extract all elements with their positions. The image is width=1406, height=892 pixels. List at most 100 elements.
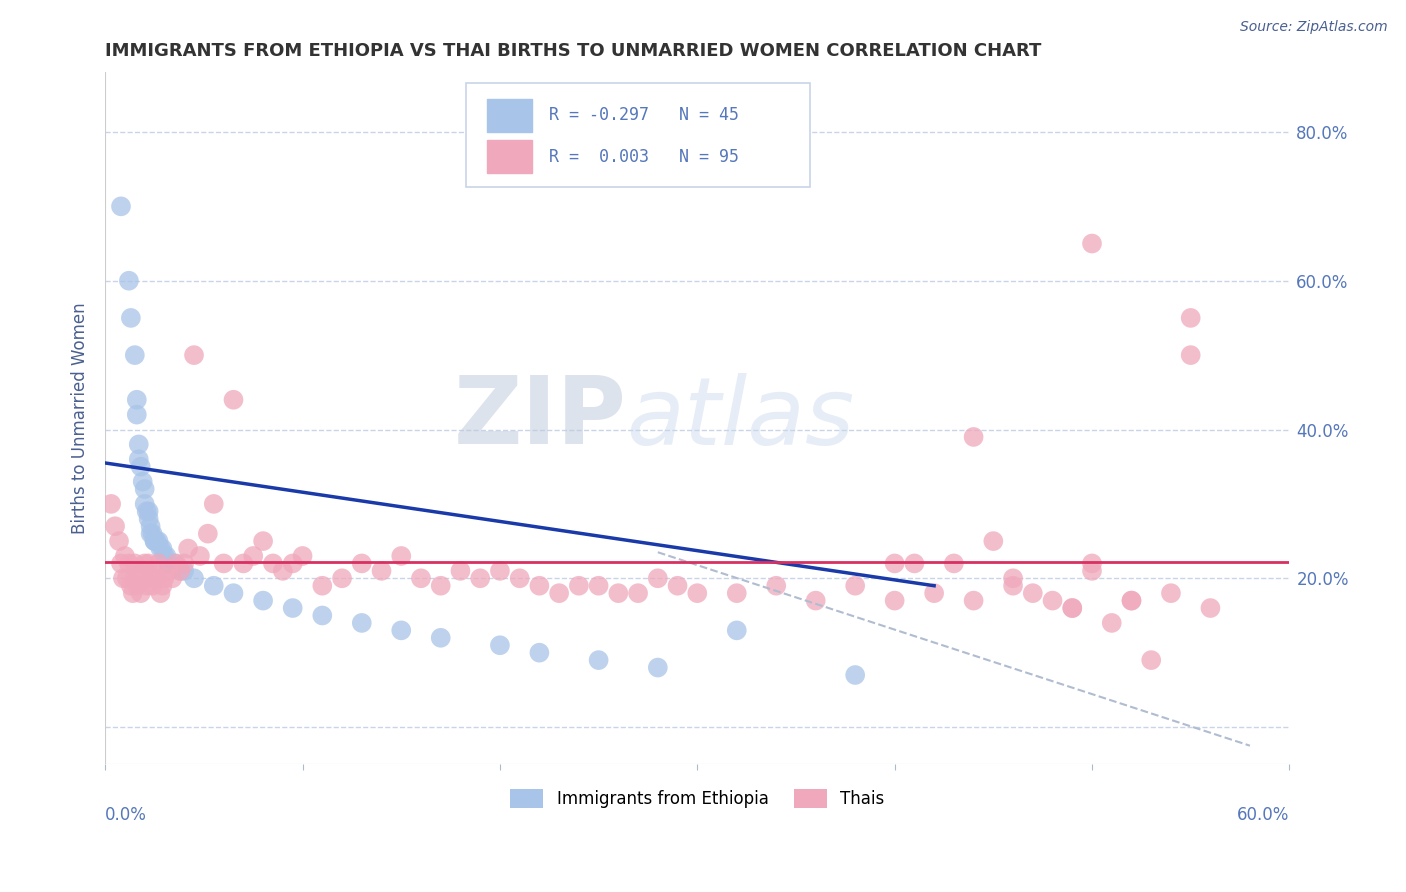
- Point: [548, 586, 571, 600]
- Point: [110, 199, 132, 213]
- Point: [765, 579, 787, 593]
- Point: [1199, 601, 1222, 615]
- Point: [725, 624, 748, 638]
- Point: [489, 564, 512, 578]
- Point: [1002, 571, 1025, 585]
- Point: [114, 549, 136, 563]
- Point: [125, 579, 148, 593]
- Point: [132, 564, 155, 578]
- Point: [389, 624, 412, 638]
- Point: [153, 571, 176, 585]
- Point: [157, 564, 180, 578]
- Point: [104, 519, 127, 533]
- Point: [129, 586, 152, 600]
- Point: [149, 586, 172, 600]
- Point: [903, 557, 925, 571]
- Point: [330, 571, 353, 585]
- Point: [725, 586, 748, 600]
- Point: [1062, 601, 1084, 615]
- Point: [942, 557, 965, 571]
- Point: [152, 541, 174, 556]
- Point: [529, 646, 551, 660]
- Point: [132, 475, 155, 489]
- Point: [143, 564, 166, 578]
- Point: [120, 310, 142, 325]
- Point: [429, 579, 451, 593]
- Point: [111, 571, 134, 585]
- Point: [222, 586, 245, 600]
- Point: [124, 348, 146, 362]
- Point: [143, 534, 166, 549]
- Point: [429, 631, 451, 645]
- Point: [1022, 586, 1045, 600]
- Point: [128, 564, 150, 578]
- Point: [271, 564, 294, 578]
- Point: [409, 571, 432, 585]
- Point: [142, 526, 165, 541]
- Point: [134, 497, 156, 511]
- Point: [120, 579, 142, 593]
- Point: [311, 579, 333, 593]
- Point: [281, 557, 304, 571]
- Point: [281, 601, 304, 615]
- Point: [165, 557, 187, 571]
- Point: [169, 564, 191, 578]
- Point: [212, 557, 235, 571]
- Point: [242, 549, 264, 563]
- Point: [162, 571, 184, 585]
- Point: [129, 459, 152, 474]
- Text: Source: ZipAtlas.com: Source: ZipAtlas.com: [1240, 20, 1388, 34]
- Point: [139, 526, 162, 541]
- Point: [125, 392, 148, 407]
- Point: [627, 586, 650, 600]
- Point: [962, 593, 984, 607]
- Point: [128, 452, 150, 467]
- Text: 60.0%: 60.0%: [1237, 805, 1289, 824]
- Text: atlas: atlas: [626, 373, 855, 464]
- Point: [883, 593, 905, 607]
- Point: [1121, 593, 1143, 607]
- Legend: Immigrants from Ethiopia, Thais: Immigrants from Ethiopia, Thais: [503, 782, 891, 814]
- Point: [647, 571, 669, 585]
- Point: [1140, 653, 1163, 667]
- Point: [155, 549, 177, 563]
- Point: [134, 557, 156, 571]
- Point: [647, 660, 669, 674]
- Point: [188, 549, 211, 563]
- Point: [981, 534, 1004, 549]
- Point: [489, 638, 512, 652]
- Point: [202, 579, 225, 593]
- Point: [844, 668, 866, 682]
- Point: [666, 579, 689, 593]
- Y-axis label: Births to Unmarried Women: Births to Unmarried Women: [72, 302, 89, 534]
- Point: [232, 557, 254, 571]
- Point: [568, 579, 591, 593]
- Point: [262, 557, 284, 571]
- Point: [145, 534, 167, 549]
- Text: ZIP: ZIP: [453, 372, 626, 465]
- Point: [134, 482, 156, 496]
- Point: [139, 519, 162, 533]
- Point: [350, 615, 373, 630]
- Point: [173, 564, 195, 578]
- Point: [804, 593, 827, 607]
- Point: [138, 504, 160, 518]
- Point: [118, 557, 141, 571]
- Point: [883, 557, 905, 571]
- Point: [922, 586, 945, 600]
- FancyBboxPatch shape: [486, 140, 531, 173]
- Point: [148, 557, 170, 571]
- Point: [222, 392, 245, 407]
- Text: IMMIGRANTS FROM ETHIOPIA VS THAI BIRTHS TO UNMARRIED WOMEN CORRELATION CHART: IMMIGRANTS FROM ETHIOPIA VS THAI BIRTHS …: [105, 42, 1042, 60]
- Point: [370, 564, 392, 578]
- Point: [1081, 236, 1104, 251]
- Point: [1160, 586, 1182, 600]
- Point: [291, 549, 314, 563]
- Point: [202, 497, 225, 511]
- Point: [1101, 615, 1123, 630]
- Text: R = -0.297   N = 45: R = -0.297 N = 45: [550, 106, 740, 124]
- Point: [1042, 593, 1064, 607]
- Point: [1062, 601, 1084, 615]
- Point: [252, 534, 274, 549]
- Point: [138, 557, 160, 571]
